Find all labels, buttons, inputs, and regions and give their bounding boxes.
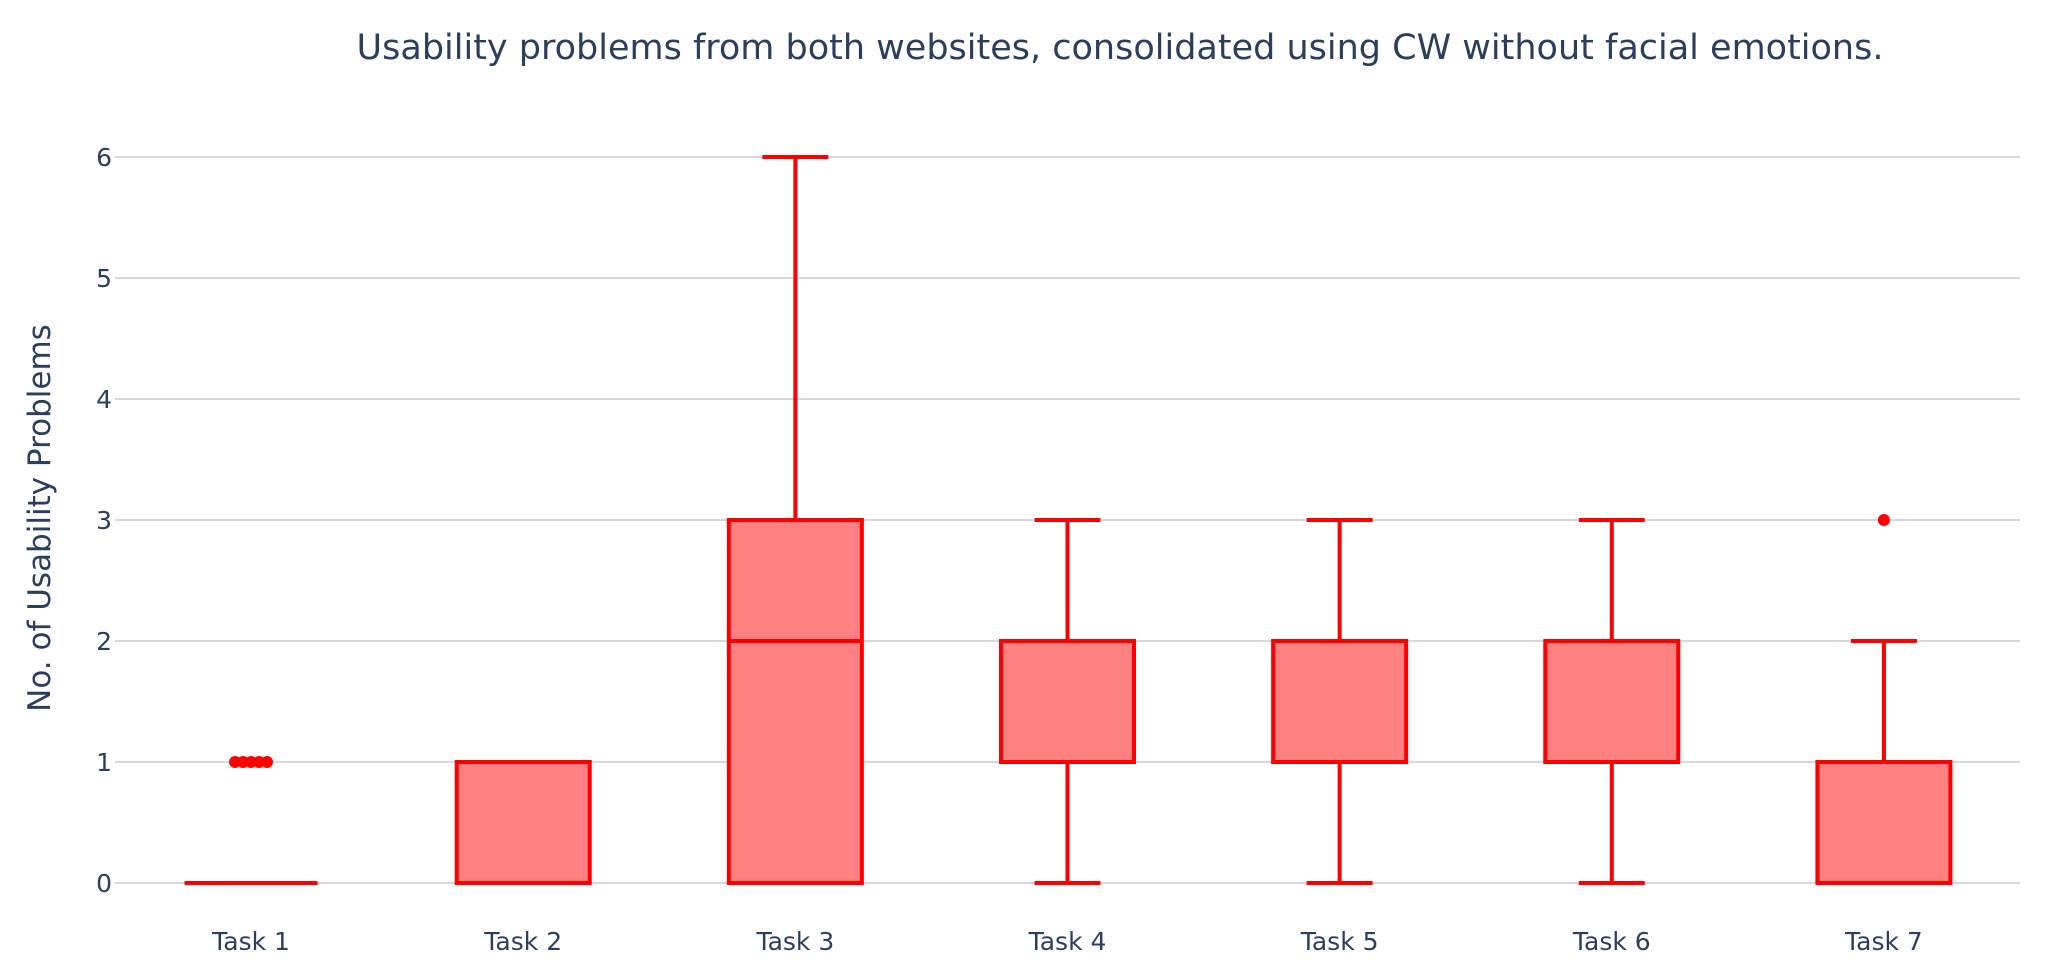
y-axis-ticks: 0 1 2 3 4 5 6 bbox=[96, 143, 112, 898]
iqr-box bbox=[1543, 639, 1681, 764]
box-series bbox=[184, 155, 1953, 885]
outlier-point bbox=[1877, 514, 1890, 526]
iqr-box bbox=[1271, 639, 1409, 764]
box-task-4 bbox=[999, 518, 1136, 885]
iqr-box bbox=[999, 639, 1136, 764]
outlier-point bbox=[261, 756, 274, 768]
x-tick-label: Task 7 bbox=[1844, 927, 1923, 956]
y-tick-label: 0 bbox=[96, 869, 112, 898]
box-task-5 bbox=[1271, 518, 1409, 885]
iqr-box bbox=[1815, 760, 1953, 885]
y-tick-label: 2 bbox=[96, 627, 112, 656]
chart-title: Usability problems from both websites, c… bbox=[357, 28, 1884, 68]
y-axis-title: No. of Usability Problems bbox=[22, 324, 58, 712]
y-tick-label: 5 bbox=[96, 264, 112, 293]
y-tick-label: 6 bbox=[96, 143, 112, 172]
box-task-7 bbox=[1815, 514, 1953, 885]
x-tick-label: Task 5 bbox=[1300, 927, 1379, 956]
y-tick-label: 1 bbox=[96, 748, 112, 777]
x-tick-label: Task 4 bbox=[1028, 927, 1107, 956]
x-tick-label: Task 6 bbox=[1572, 927, 1651, 956]
box-task-1 bbox=[184, 756, 318, 885]
y-tick-label: 3 bbox=[96, 506, 112, 535]
x-axis-ticks: Task 1 Task 2 Task 3 Task 4 Task 5 Task 6 Task… bbox=[211, 927, 1923, 956]
x-tick-label: Task 3 bbox=[755, 927, 834, 956]
y-tick-label: 4 bbox=[96, 385, 112, 414]
box-task-3 bbox=[726, 155, 864, 885]
x-tick-label: Task 2 bbox=[483, 927, 562, 956]
iqr-box bbox=[454, 760, 592, 885]
box-task-2 bbox=[454, 760, 592, 885]
iqr-box bbox=[726, 518, 864, 885]
box-task-6 bbox=[1543, 518, 1681, 885]
x-tick-label: Task 1 bbox=[211, 927, 290, 956]
